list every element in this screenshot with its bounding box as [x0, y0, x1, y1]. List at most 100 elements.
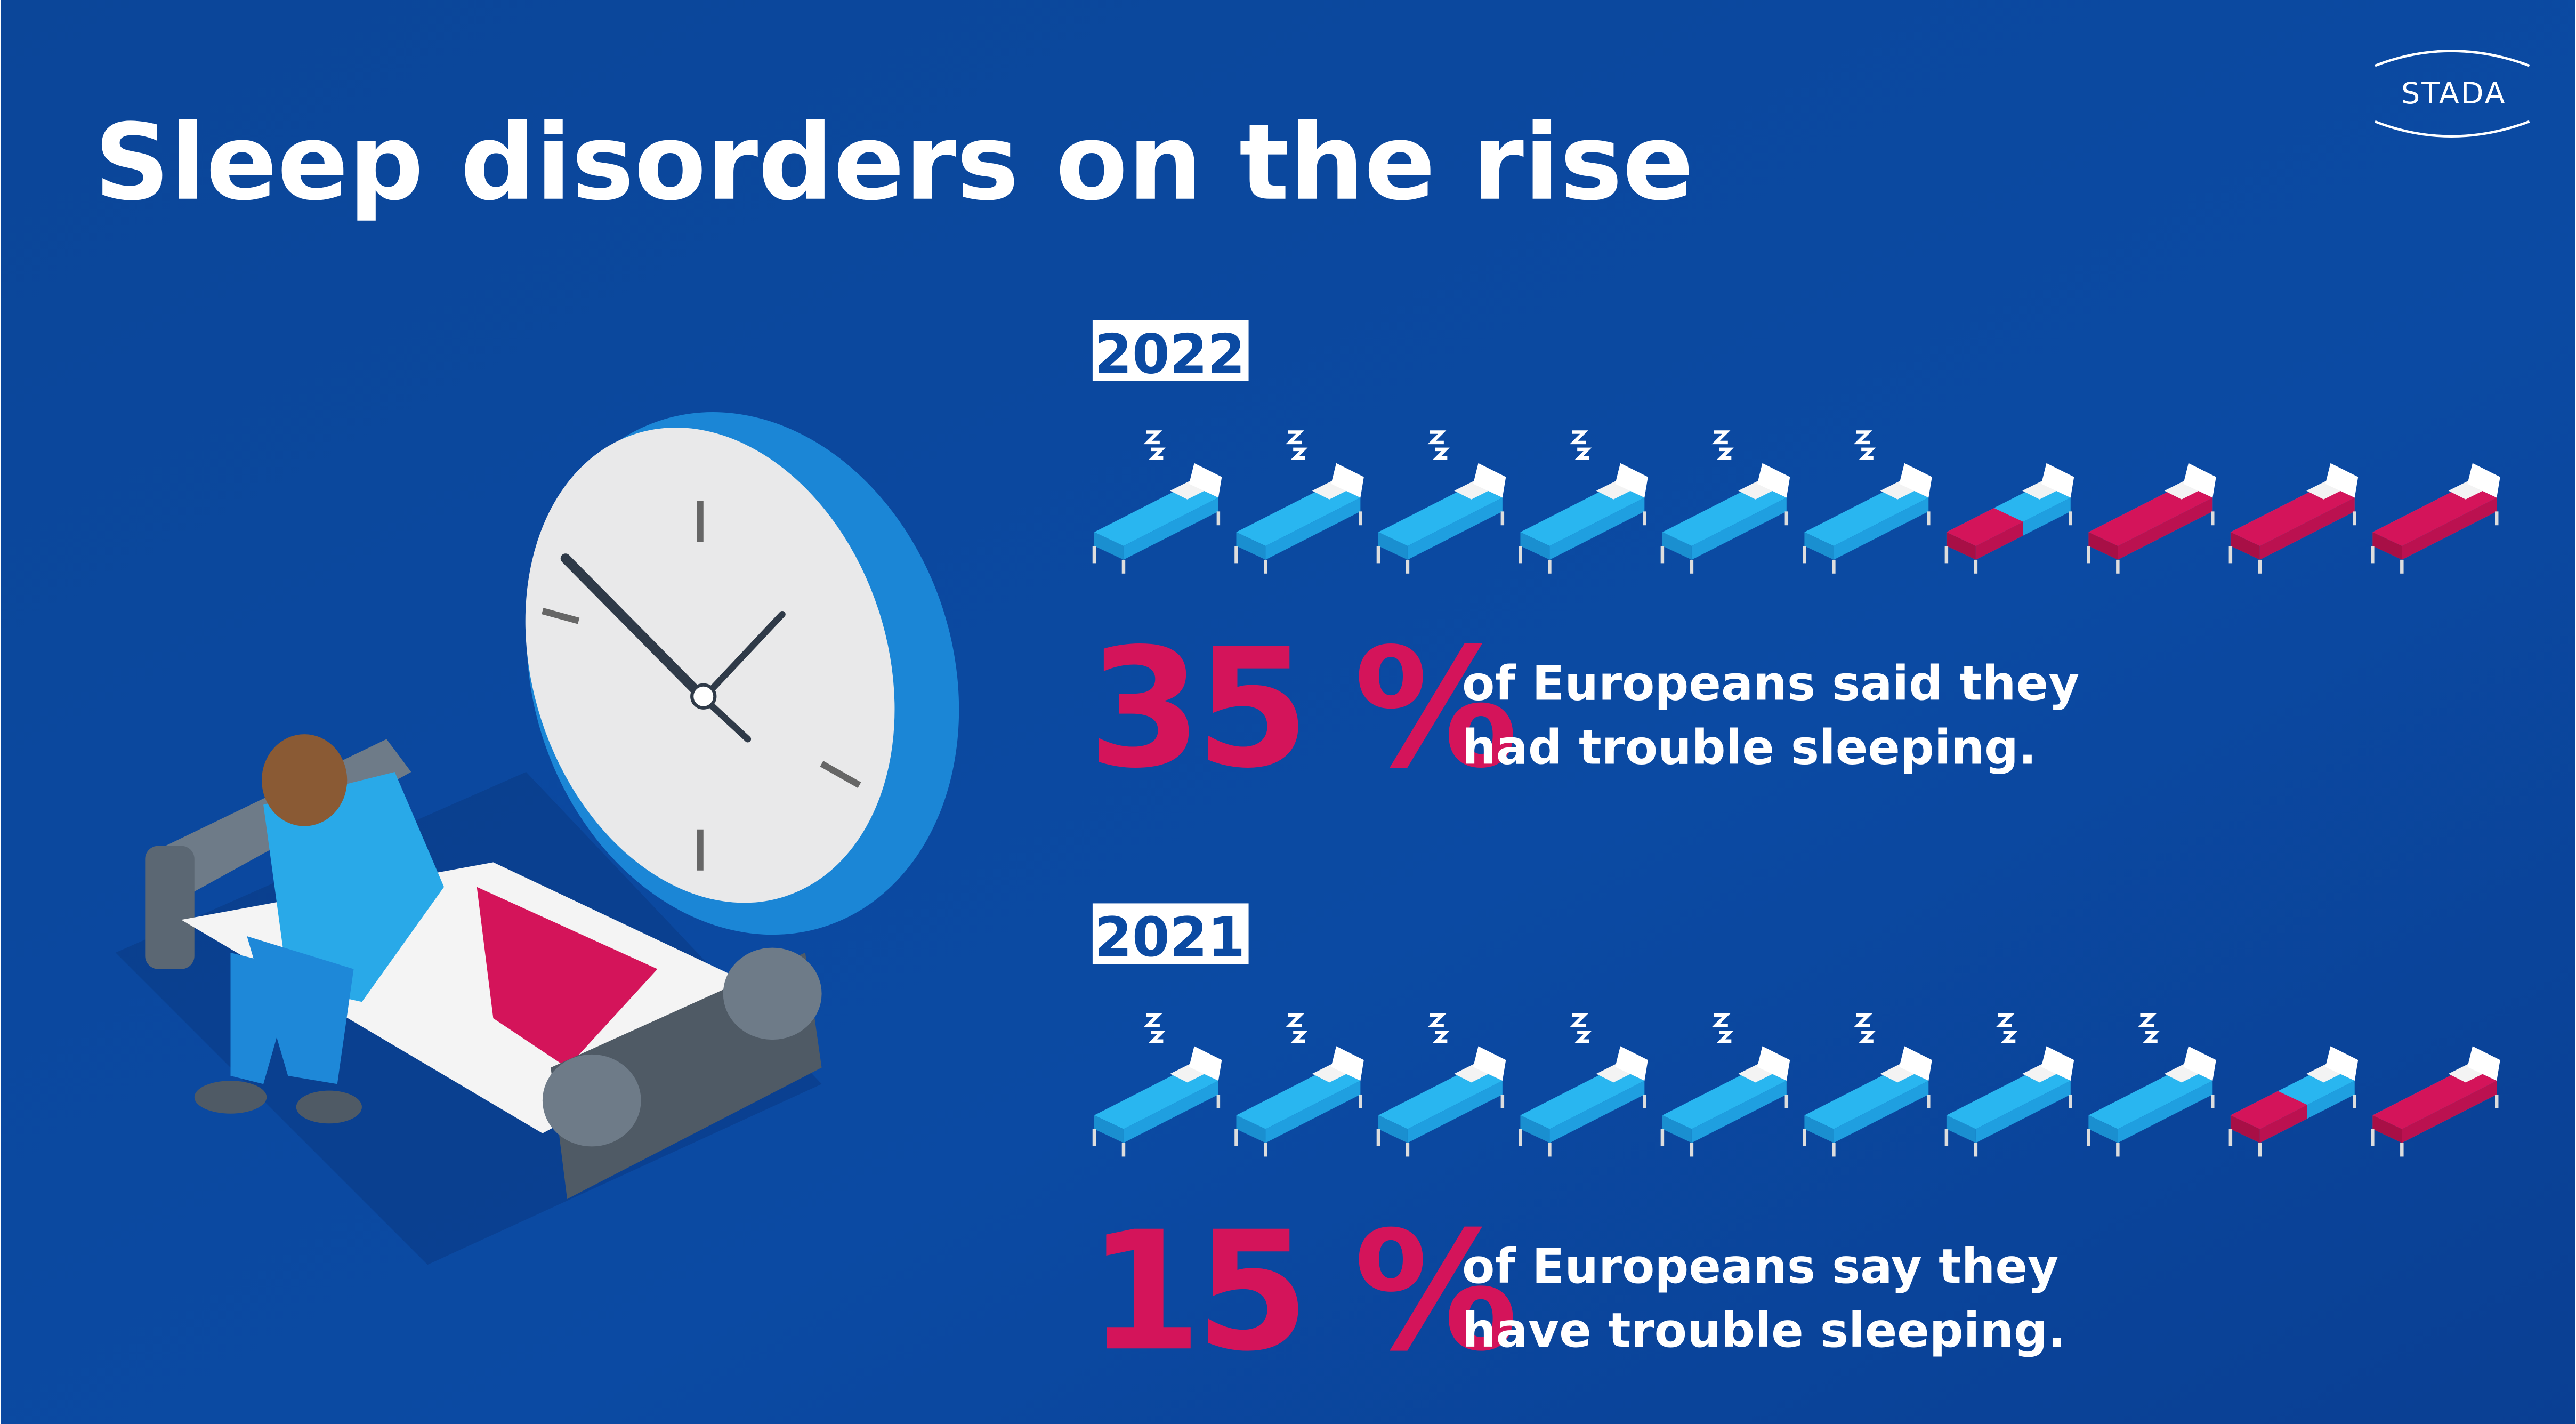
bed-top [1236, 1067, 1361, 1129]
year-box [1092, 320, 1249, 381]
bed-side [1123, 497, 1218, 560]
headboard [2183, 463, 2216, 498]
bed-front [1236, 1115, 1266, 1143]
zzz [1859, 1031, 1876, 1043]
zzz [1996, 1013, 2015, 1027]
bed-front [1378, 1115, 1408, 1143]
bed-side-red [2402, 1081, 2497, 1143]
bed-top [1236, 484, 1361, 546]
bed-front [1378, 532, 1408, 560]
bed-top-red [2230, 484, 2355, 546]
bed [1803, 430, 1932, 574]
headboard [2041, 1046, 2074, 1081]
zzz [1285, 1013, 1304, 1027]
year: 2022 [1094, 323, 1245, 385]
bed [2228, 1046, 2359, 1157]
bed-top [1520, 484, 1645, 546]
bed-top [1662, 1067, 1787, 1129]
headboard [1189, 463, 1222, 498]
bed [2087, 463, 2216, 574]
section: 2021 15 %of Europeans say they have troubl… [1088, 903, 2500, 1387]
bed-side-red [2402, 497, 2497, 560]
logo-text: STADA [2401, 77, 2507, 111]
percent: 15 % [1088, 1196, 1515, 1387]
bed-front [1094, 1115, 1124, 1143]
bed-front-red [2088, 532, 2118, 560]
zzz [1427, 430, 1447, 445]
bed-top-red [2230, 1091, 2307, 1129]
bed-front-red [2372, 1115, 2402, 1143]
zzz [1711, 1013, 1731, 1027]
description: of Europeans said they [1462, 656, 2079, 711]
bed-top [1804, 1067, 1929, 1129]
headboard [2325, 463, 2359, 498]
year-box [1092, 903, 1249, 964]
bed-side [1691, 1081, 1787, 1143]
headboard [1331, 1046, 1364, 1081]
bed [1092, 430, 1222, 574]
bed-front-red [1946, 532, 1976, 560]
percent: 35 % [1088, 613, 1515, 804]
headboard [1473, 463, 1506, 498]
zzz [1574, 447, 1592, 460]
bed [1944, 463, 2074, 574]
bed-side [1407, 1081, 1503, 1143]
bed [1234, 430, 1364, 574]
bed-front [1946, 1115, 1976, 1143]
bed-side [1834, 1081, 1929, 1143]
bed-top-red [2372, 1067, 2497, 1129]
headboard [1473, 1046, 1506, 1081]
bed-side [1407, 497, 1503, 560]
bed [2228, 463, 2359, 574]
bed-side [1975, 1081, 2071, 1143]
zzz [1285, 430, 1304, 445]
year: 2021 [1094, 906, 1245, 969]
zzz [1859, 447, 1876, 460]
headboard [2325, 1046, 2359, 1081]
headboard [1899, 1046, 1932, 1081]
zzz [1574, 1031, 1592, 1043]
bed-front [1520, 1115, 1550, 1143]
bed [1660, 1013, 1790, 1157]
bed-side [1549, 497, 1645, 560]
bed [1092, 1013, 1222, 1157]
bed-side-red [1975, 521, 2023, 560]
headboard [1189, 1046, 1222, 1081]
bed [1803, 1013, 1932, 1157]
bed-side-red [2259, 497, 2355, 560]
bed-side-red [2118, 497, 2213, 560]
headboard [1899, 463, 1932, 498]
bed-front [1804, 1115, 1834, 1143]
bed [1660, 430, 1790, 574]
zzz [1569, 430, 1588, 445]
zzz [1143, 1013, 1162, 1027]
headboard [2183, 1046, 2216, 1081]
headboard [1615, 1046, 1648, 1081]
bed-front [1520, 532, 1550, 560]
bed-top-red [2372, 484, 2497, 546]
bed-top [1946, 1067, 2071, 1129]
headboard [2467, 463, 2500, 498]
zzz [1853, 1013, 1872, 1027]
bed-side [1265, 1081, 1361, 1143]
zzz [1711, 430, 1731, 445]
bed-front-red [2230, 532, 2260, 560]
illustration [115, 412, 959, 1265]
bed-top [1378, 484, 1503, 546]
zzz [1433, 447, 1450, 460]
bed-side [1265, 497, 1361, 560]
description: of Europeans say they [1462, 1239, 2058, 1294]
headboard [1757, 1046, 1790, 1081]
bed [1376, 430, 1506, 574]
bed-front [2088, 1115, 2118, 1143]
bed [1944, 1013, 2074, 1157]
bed-top-red [2088, 484, 2213, 546]
zzz [1427, 1013, 1447, 1027]
title: Sleep disorders on the rise [94, 102, 1694, 224]
sections: 2022 35 %of Europeans said they had troubl… [1088, 320, 2500, 1387]
zzz [1290, 447, 1308, 460]
bed [2087, 1013, 2216, 1157]
zzz [2137, 1013, 2157, 1027]
bed [1376, 1013, 1506, 1157]
